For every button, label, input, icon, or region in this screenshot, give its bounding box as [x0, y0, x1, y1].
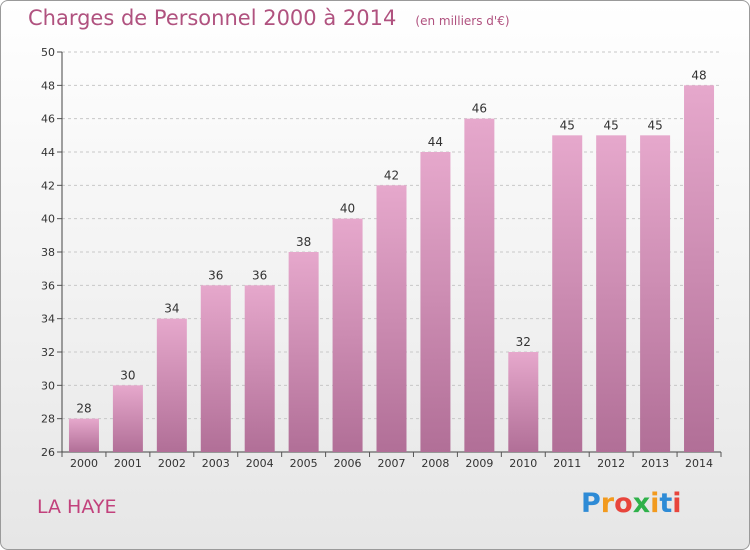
- x-tick-label: 2009: [465, 457, 493, 470]
- x-tick-label: 2006: [334, 457, 362, 470]
- data-label: 28: [76, 402, 91, 416]
- logo-letter: t: [659, 488, 673, 519]
- data-label: 45: [560, 118, 575, 132]
- x-tick-label: 2004: [246, 457, 274, 470]
- bar: [200, 285, 231, 452]
- y-tick-label: 42: [41, 179, 55, 192]
- y-tick-label: 48: [41, 79, 55, 92]
- bar: [68, 418, 99, 452]
- x-tick-label: 2002: [158, 457, 186, 470]
- data-label: 32: [516, 335, 531, 349]
- data-label: 44: [428, 135, 443, 149]
- data-label: 30: [120, 368, 135, 382]
- y-tick-label: 34: [41, 313, 55, 326]
- title-row: Charges de Personnel 2000 à 2014 (en mil…: [28, 6, 510, 30]
- data-label: 42: [384, 168, 399, 182]
- bars: [68, 85, 715, 453]
- bar: [376, 185, 407, 453]
- bar: [332, 218, 363, 452]
- x-tick-label: 2014: [685, 457, 713, 470]
- chart-title: Charges de Personnel 2000 à 2014: [28, 6, 397, 30]
- x-tick-label: 2010: [509, 457, 537, 470]
- data-label: 36: [208, 268, 223, 282]
- y-tick-label: 46: [41, 113, 55, 126]
- logo-letter: i: [650, 488, 660, 519]
- proxiti-logo[interactable]: Proxiti: [581, 488, 682, 519]
- bar: [244, 285, 275, 452]
- y-tick-label: 26: [41, 446, 55, 459]
- town-name: LA HAYE: [37, 496, 117, 518]
- logo-letter: i: [672, 488, 682, 519]
- x-tick-label: 2007: [378, 457, 406, 470]
- x-tick-label: 2011: [553, 457, 581, 470]
- data-label: 38: [296, 235, 311, 249]
- data-label: 34: [164, 302, 179, 316]
- x-tick-label: 2005: [290, 457, 318, 470]
- x-tick-label: 2008: [421, 457, 449, 470]
- y-tick-label: 44: [41, 146, 55, 159]
- bar: [508, 352, 539, 452]
- x-tick-label: 2001: [114, 457, 142, 470]
- bar: [596, 135, 627, 453]
- data-label: 40: [340, 202, 355, 216]
- bar: [112, 385, 143, 452]
- bar: [288, 252, 319, 452]
- y-tick-label: 36: [41, 279, 55, 292]
- bar: [684, 85, 715, 452]
- y-tick-label: 38: [41, 246, 55, 259]
- data-label: 48: [691, 68, 706, 82]
- data-labels: 28 30 34 36 36 38 40 42 44 46 32 45 45 45 48: [76, 68, 706, 415]
- bar: [552, 135, 583, 453]
- logo-letter: P: [581, 488, 601, 519]
- x-tick-label: 2000: [70, 457, 98, 470]
- chart-subtitle: (en milliers d'€): [415, 14, 510, 28]
- bar: [640, 135, 671, 453]
- data-label: 45: [647, 118, 662, 132]
- x-tick-label: 2003: [202, 457, 230, 470]
- data-label: 36: [252, 268, 267, 282]
- data-label: 45: [604, 118, 619, 132]
- y-tick-label: 28: [41, 413, 55, 426]
- y-tick-label: 30: [41, 379, 55, 392]
- y-tick-label: 32: [41, 346, 55, 359]
- logo-letter: r: [600, 488, 615, 519]
- x-tick-label: 2013: [641, 457, 669, 470]
- y-tick-label: 50: [41, 46, 55, 59]
- bar: [420, 152, 451, 452]
- y-tick-label: 40: [41, 213, 55, 226]
- logo-letter: o: [614, 488, 633, 519]
- logo-letter: x: [632, 488, 651, 519]
- bar: [464, 118, 495, 453]
- bar: [156, 318, 187, 452]
- data-label: 46: [472, 102, 487, 116]
- x-tick-label: 2012: [597, 457, 625, 470]
